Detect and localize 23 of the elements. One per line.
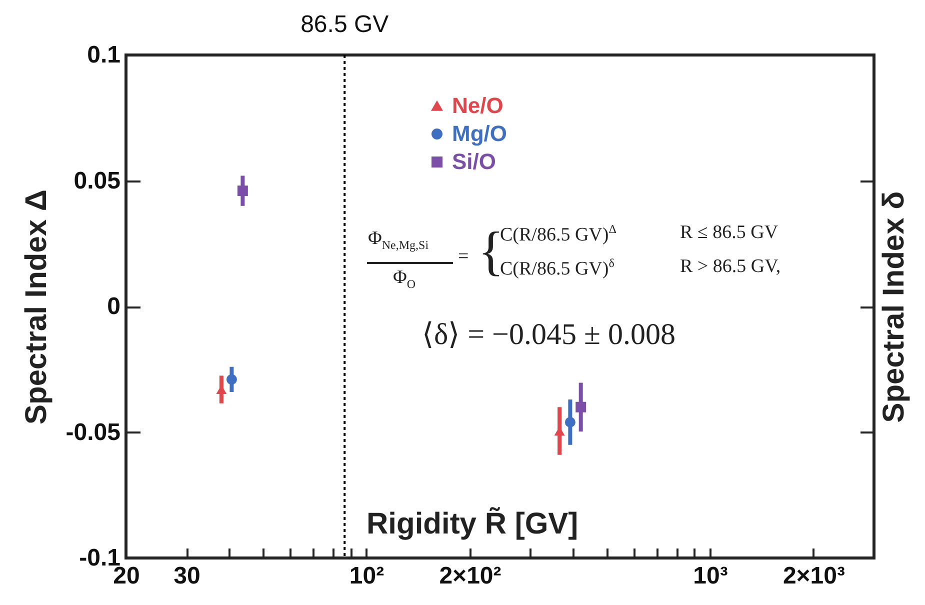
annotation: R ≤ 86.5 GV [680, 222, 778, 244]
x-tick-label: 2×10³ [782, 562, 845, 590]
ref-line-label: 86.5 GV [300, 11, 389, 38]
y-tick-label: 0.1 [87, 42, 120, 68]
legend-label: Si/O [452, 149, 496, 174]
annotation: C(R/86.5 GV)$^{δ}$ [500, 256, 614, 280]
y-tick-label: 0.05 [74, 167, 120, 194]
annotation: R > 86.5 GV, [680, 256, 781, 278]
annotation: Φ$_{O}$ [393, 267, 416, 292]
x-tick-label: 30 [174, 562, 200, 590]
annotation: Φ$_{Ne,Mg,Si}$ [368, 228, 429, 253]
annotation: = [458, 246, 469, 268]
x-tick-label: 10³ [693, 562, 728, 590]
legend-label: Ne/O [452, 93, 504, 118]
legend-label: Mg/O [452, 121, 507, 146]
y-axis-title: Spectral Index Δ [20, 190, 53, 424]
y-tick-label: 0 [107, 293, 120, 320]
annotation: ⟨δ⟩ = −0.045 ± 0.008 [422, 318, 676, 351]
y-tick-label: -0.05 [66, 418, 120, 446]
x-tick-label: 2×10² [439, 562, 502, 590]
x-axis-title: Rigidity R̃ [GV] [366, 506, 578, 540]
y2-axis-title: Spectral Index δ [878, 191, 910, 423]
x-tick-label: 10² [349, 562, 384, 590]
